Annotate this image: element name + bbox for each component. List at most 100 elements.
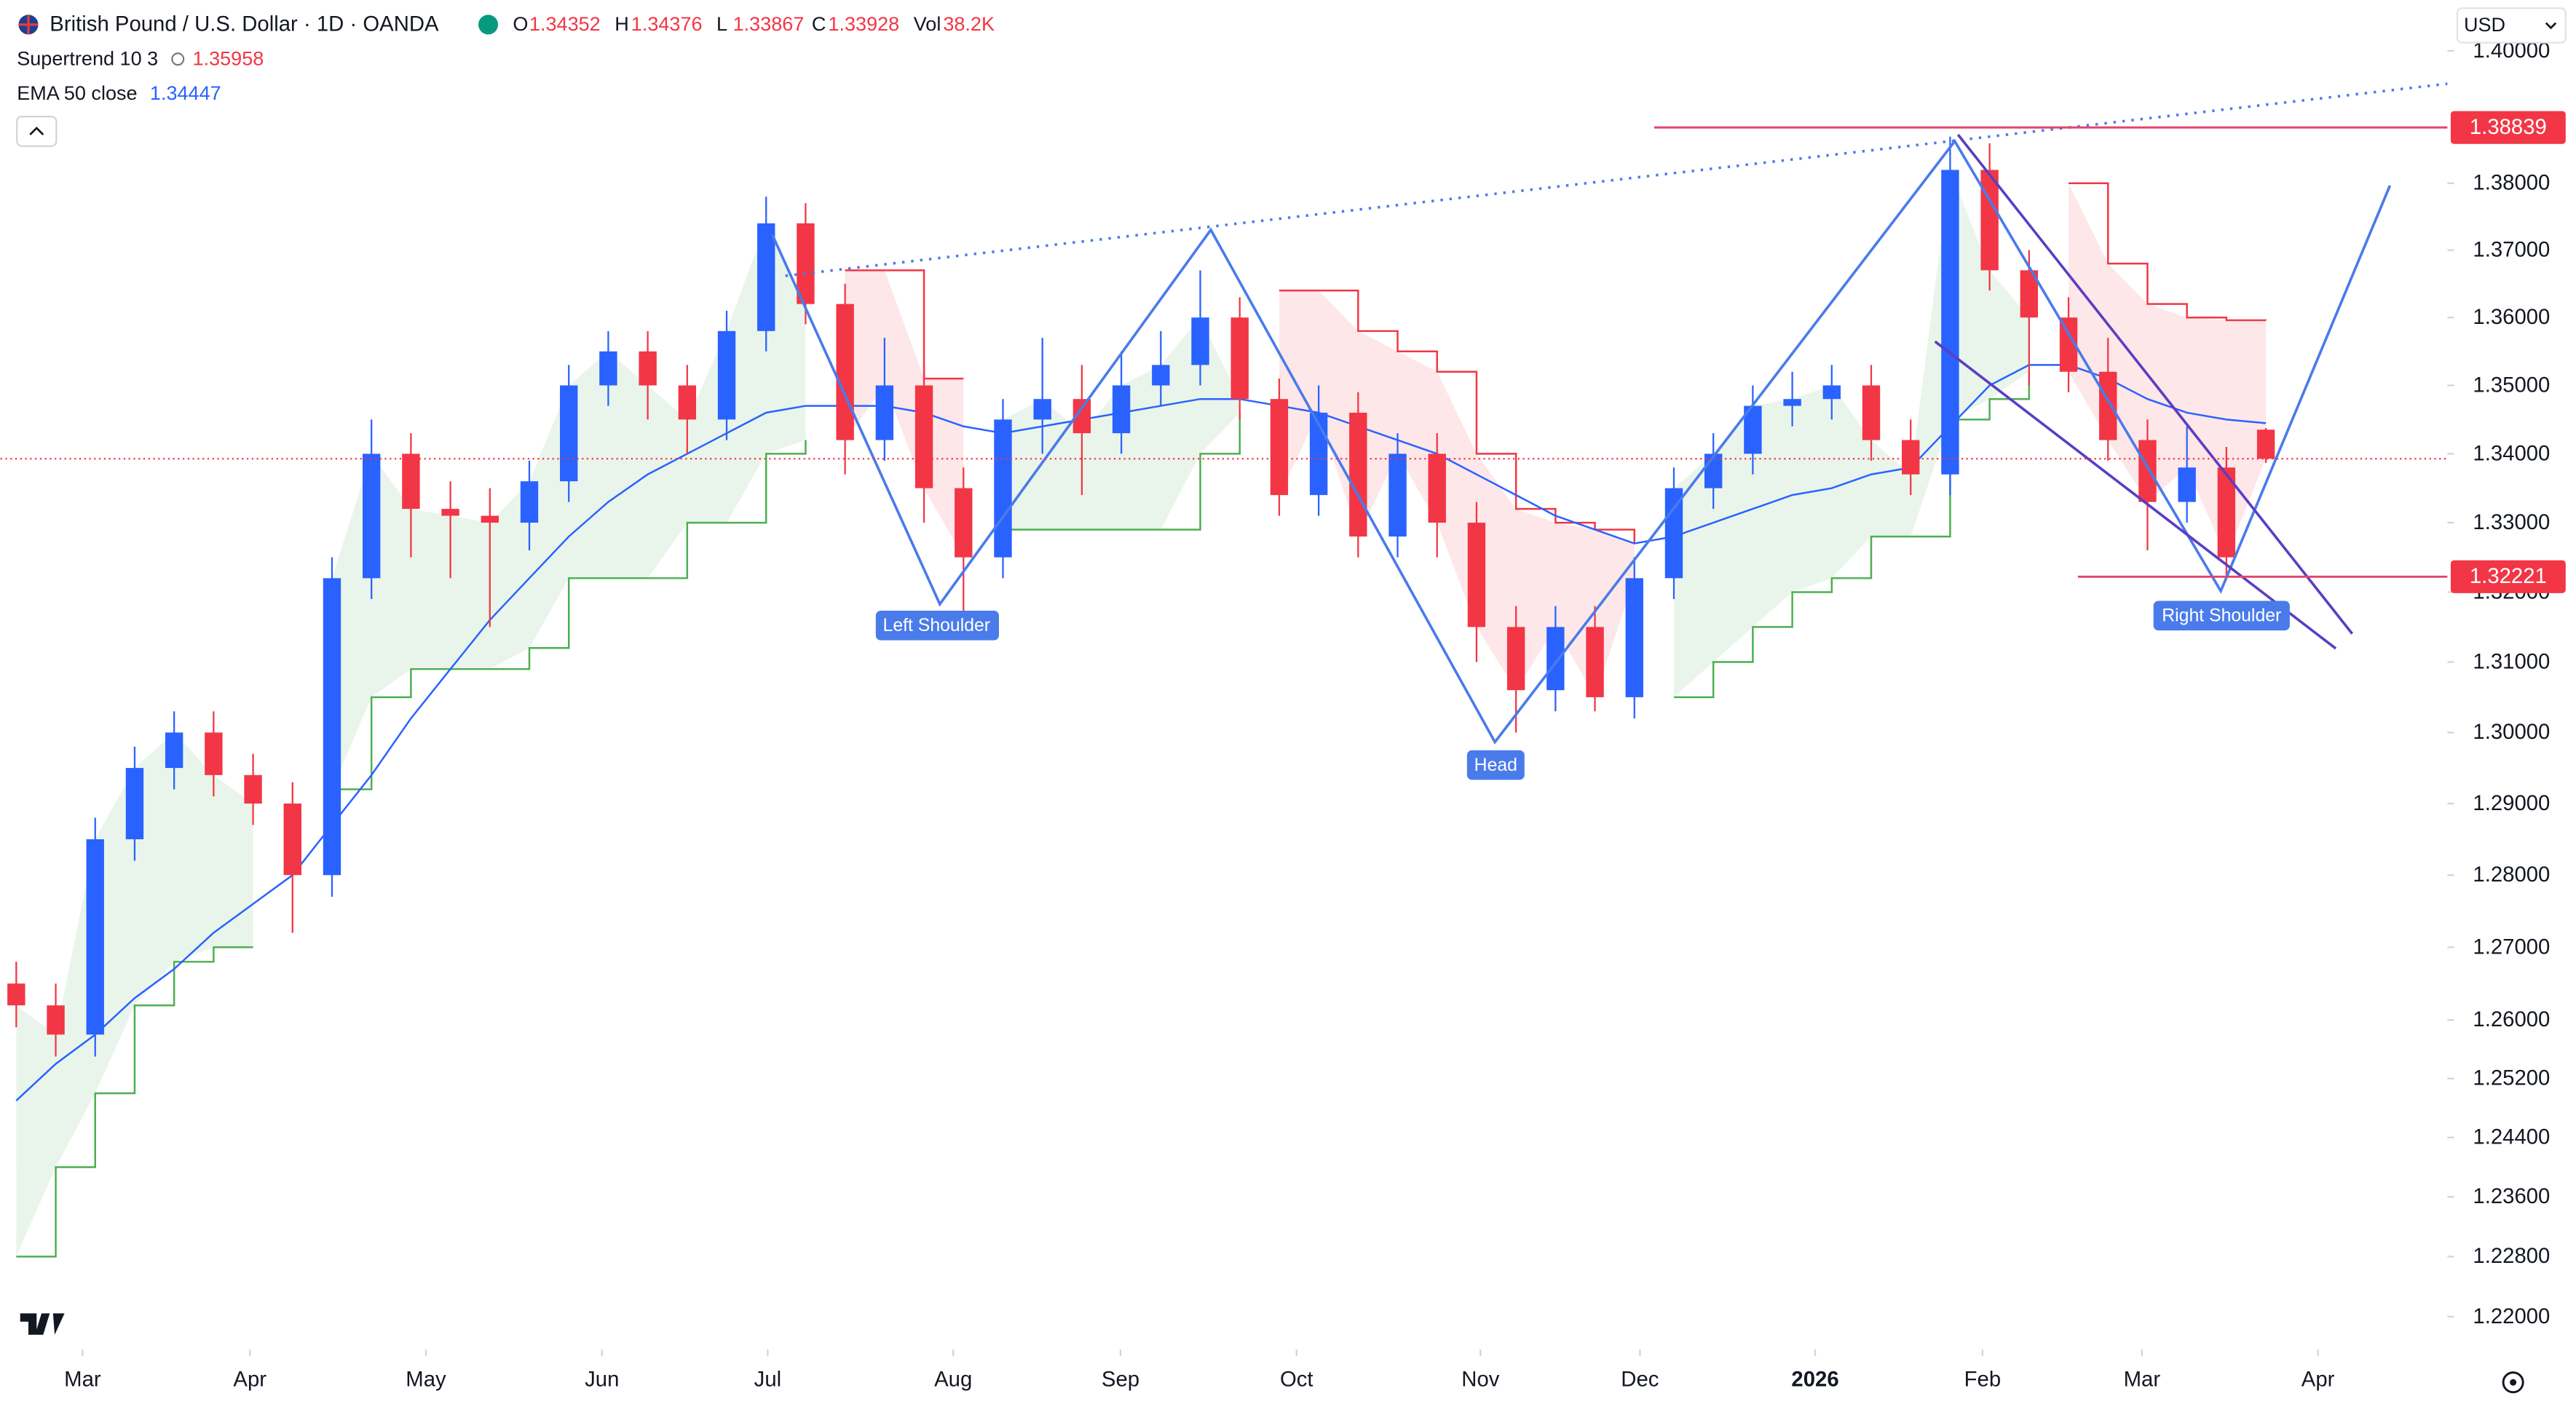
hidden-icon[interactable]	[171, 52, 185, 66]
candle-body	[1388, 453, 1407, 537]
supertrend-fill	[1397, 351, 1437, 523]
annotation-box	[2153, 601, 2290, 631]
candle-body	[639, 351, 657, 386]
annotation-label: Head	[1474, 756, 1517, 775]
ohlc-label: O	[513, 13, 528, 35]
annotation-left-shoulder: Left Shoulder	[875, 611, 1000, 641]
x-tick-label: 2026	[1791, 1368, 1838, 1392]
supertrend-fill	[1121, 365, 1161, 530]
supertrend-fill	[450, 515, 490, 670]
y-tick-label: 1.37000	[2473, 238, 2550, 262]
collapse-button[interactable]	[16, 116, 58, 147]
low-value: 1.33867	[733, 13, 805, 35]
close-value: 1.33928	[828, 13, 899, 35]
supertrend-line	[1279, 289, 1636, 544]
ohlc-label: L	[716, 13, 727, 35]
ema-line	[15, 364, 2267, 1101]
supertrend-fill	[174, 732, 214, 962]
volume-value: 38.2K	[943, 13, 995, 35]
tv-logo	[20, 1313, 65, 1335]
candle-body	[1428, 453, 1446, 523]
supertrend-fill	[1871, 440, 1911, 537]
candle-body	[1941, 170, 1959, 475]
x-tick-label: Nov	[1461, 1368, 1499, 1392]
candle-body	[125, 768, 144, 840]
supertrend-fill	[489, 481, 530, 670]
supertrend-fill	[884, 270, 925, 488]
candle-body	[1586, 627, 1604, 697]
candle-body	[678, 385, 697, 420]
supertrend-fill	[845, 270, 885, 440]
supertrend-fill	[766, 223, 806, 454]
candle-body	[520, 481, 539, 523]
x-tick-label: Aug	[934, 1368, 972, 1392]
supertrend-line	[16, 946, 253, 1258]
candle-body	[1270, 399, 1289, 496]
candle-body	[1704, 453, 1723, 488]
supertrend-line	[845, 269, 964, 380]
candle-body	[2099, 371, 2117, 440]
candle-body	[797, 223, 815, 304]
candle-body	[481, 515, 499, 523]
y-tick-label: 1.23600	[2473, 1184, 2550, 1208]
candle-body	[1783, 399, 1801, 406]
collapse-icon	[29, 127, 44, 135]
currency: USD	[2464, 14, 2505, 36]
high-value: 1.34376	[631, 13, 703, 35]
supertrend-fill	[1081, 385, 1122, 530]
supertrend-fill	[55, 839, 95, 1168]
y-tick-label: 1.35000	[2473, 373, 2550, 397]
y-axis: 1.400001.380001.370001.360001.350001.340…	[2447, 39, 2550, 1328]
candle-body	[244, 774, 262, 804]
x-tick-label: Jun	[585, 1368, 619, 1392]
y-tick-label: 1.28000	[2473, 863, 2550, 887]
price-scale	[2447, 0, 2576, 1350]
wedge-lower	[1934, 340, 2337, 650]
y-tick-label: 1.27000	[2473, 935, 2550, 959]
head-shoulders-zigzag	[771, 138, 2392, 745]
candle-body	[836, 304, 854, 440]
settings-button[interactable]	[2502, 1371, 2524, 1394]
candle-body	[1902, 440, 1920, 475]
y-tick-label: 1.31000	[2473, 649, 2550, 673]
supertrend-fill	[331, 453, 372, 790]
open-value: 1.34352	[529, 13, 601, 35]
y-tick-label: 1.34000	[2473, 441, 2550, 465]
supertrend-line	[1003, 412, 1241, 531]
supertrend-fill	[1555, 523, 1595, 697]
supertrend-fill	[2226, 320, 2267, 558]
x-tick-label: Sep	[1102, 1368, 1139, 1392]
candle-body	[599, 351, 617, 386]
candle-body	[402, 453, 420, 510]
annotation-label: Right Shoulder	[2162, 606, 2281, 626]
supertrend-fill	[647, 385, 687, 579]
supertrend-fill	[1753, 399, 1793, 627]
supertrend-fill	[2108, 263, 2148, 502]
supertrend-line	[1673, 371, 2031, 699]
header: British Pound / U.S. Dollar · 1D · OANDA…	[16, 7, 2567, 147]
candle-body	[7, 983, 25, 1006]
supertrend-fill	[687, 330, 727, 523]
supertrend-fill	[1989, 270, 2029, 400]
y-tick-label: 1.24400	[2473, 1125, 2550, 1149]
wedge-upper	[1956, 133, 2354, 635]
x-tick-label: Apr	[2302, 1368, 2335, 1392]
candle-body	[1033, 399, 1051, 420]
candle-body	[994, 419, 1012, 558]
supertrend-fill	[1437, 371, 1477, 627]
market-status	[478, 15, 499, 35]
candle-body	[1625, 578, 1643, 697]
level-label: 1.32221	[2470, 564, 2547, 588]
candle-body	[205, 732, 223, 775]
currency-button[interactable]	[2456, 7, 2567, 44]
annotation-box	[875, 611, 1000, 641]
candle-body	[560, 385, 578, 482]
candle-body	[2256, 429, 2275, 459]
level-label-box	[2450, 111, 2566, 144]
candle-body	[283, 803, 301, 876]
supertrend-fill	[95, 768, 135, 1093]
settings-icon[interactable]	[2502, 1371, 2524, 1394]
level-label: 1.38839	[2470, 115, 2547, 139]
